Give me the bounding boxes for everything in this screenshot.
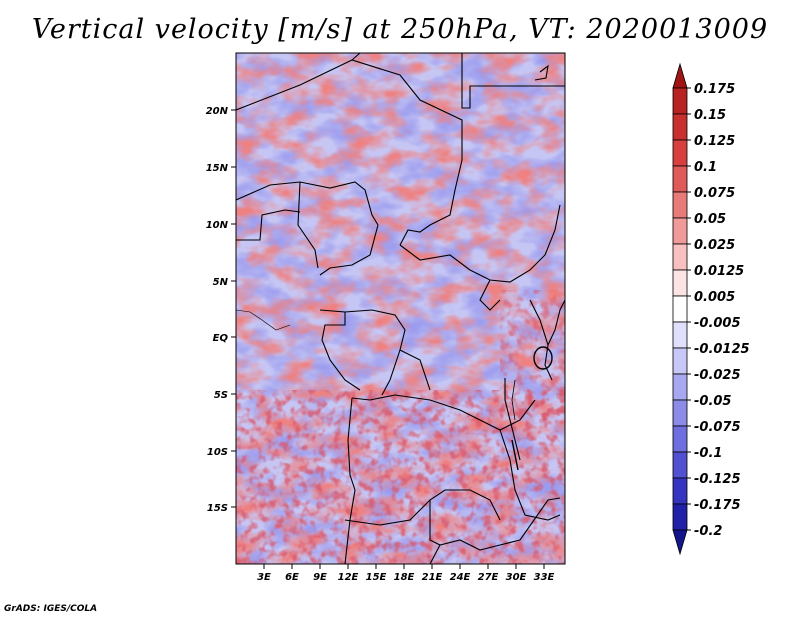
colorbar-label: 0.0125 [694, 264, 744, 279]
longitude-labels: 3E 6E 9E 12E 15E 18E 21E 24E 27E 30E 33E [257, 572, 554, 583]
colorbar-label: 0.175 [694, 82, 735, 97]
colorbar-swatch [672, 139, 688, 167]
colorbar-swatch [672, 165, 688, 193]
lon-label: 30E [506, 572, 527, 583]
colorbar-label: -0.05 [694, 394, 731, 409]
lat-label: 5S [214, 390, 228, 401]
colorbar [672, 62, 691, 556]
lat-label: 10S [207, 447, 228, 458]
lat-label: 15S [207, 503, 228, 514]
colorbar-swatch [672, 347, 688, 375]
colorbar-swatch [672, 399, 688, 427]
colorbar-label: 0.1 [694, 160, 717, 175]
colorbar-label: 0.025 [694, 238, 735, 253]
lakes [511, 346, 553, 471]
colorbar-label: 0.075 [694, 186, 735, 201]
map-frame [235, 52, 566, 565]
colorbar-label: -0.075 [694, 420, 741, 435]
lon-label: 27E [478, 572, 499, 583]
colorbar-label: -0.0125 [694, 342, 750, 357]
colorbar-label: -0.2 [694, 524, 722, 539]
latitude-labels: 20N 15N 10N 5N EQ 5S 10S 15S [206, 106, 229, 514]
lat-label: EQ [213, 333, 229, 344]
lon-label: 33E [534, 572, 555, 583]
colorbar-swatch [672, 243, 688, 271]
axis-ticks [231, 109, 545, 569]
colorbar-swatch [672, 62, 688, 89]
lat-label: 10N [206, 220, 229, 231]
colorbar-swatch [672, 113, 688, 141]
colorbar-swatch [672, 191, 688, 219]
colorbar-swatch [672, 477, 688, 505]
lon-label: 6E [285, 572, 299, 583]
colorbar-swatch [672, 321, 688, 349]
lon-label: 9E [313, 572, 327, 583]
colorbar-label: -0.005 [694, 316, 741, 331]
lon-label: 12E [338, 572, 359, 583]
country-borders [236, 53, 565, 564]
colorbar-swatch [672, 87, 688, 115]
colorbar-swatch [672, 269, 688, 297]
colorbar-swatch [672, 529, 688, 556]
colorbar-swatch [672, 295, 688, 323]
colorbar-label: 0.05 [694, 212, 726, 227]
colorbar-label: -0.1 [694, 446, 722, 461]
colorbar-label: 0.005 [694, 290, 735, 305]
colorbar-label: -0.025 [694, 368, 741, 383]
lat-label: 15N [206, 163, 229, 174]
colorbar-labels: 0.175 0.15 0.125 0.1 0.075 0.05 0.025 0.0125 0.0… [694, 82, 750, 539]
lon-label: 24E [450, 572, 471, 583]
lon-label: 21E [422, 572, 443, 583]
vertical-velocity-field [236, 53, 565, 564]
grads-credit: GrADS: IGES/COLA [4, 604, 98, 614]
colorbar-swatch [672, 425, 688, 453]
colorbar-label: -0.125 [694, 472, 741, 487]
colorbar-swatch [672, 503, 688, 531]
colorbar-swatch [672, 451, 688, 479]
colorbar-swatch [672, 217, 688, 245]
lon-label: 18E [394, 572, 415, 583]
lon-label: 3E [257, 572, 271, 583]
lat-label: 5N [213, 277, 229, 288]
chart-title: Vertical velocity [m/s] at 250hPa, VT: 2… [31, 14, 769, 45]
colorbar-label: 0.15 [694, 108, 726, 123]
colorbar-label: -0.175 [694, 498, 741, 513]
lon-label: 15E [366, 572, 387, 583]
colorbar-label: 0.125 [694, 134, 735, 149]
lat-label: 20N [206, 106, 229, 117]
colorbar-swatch [672, 373, 688, 401]
